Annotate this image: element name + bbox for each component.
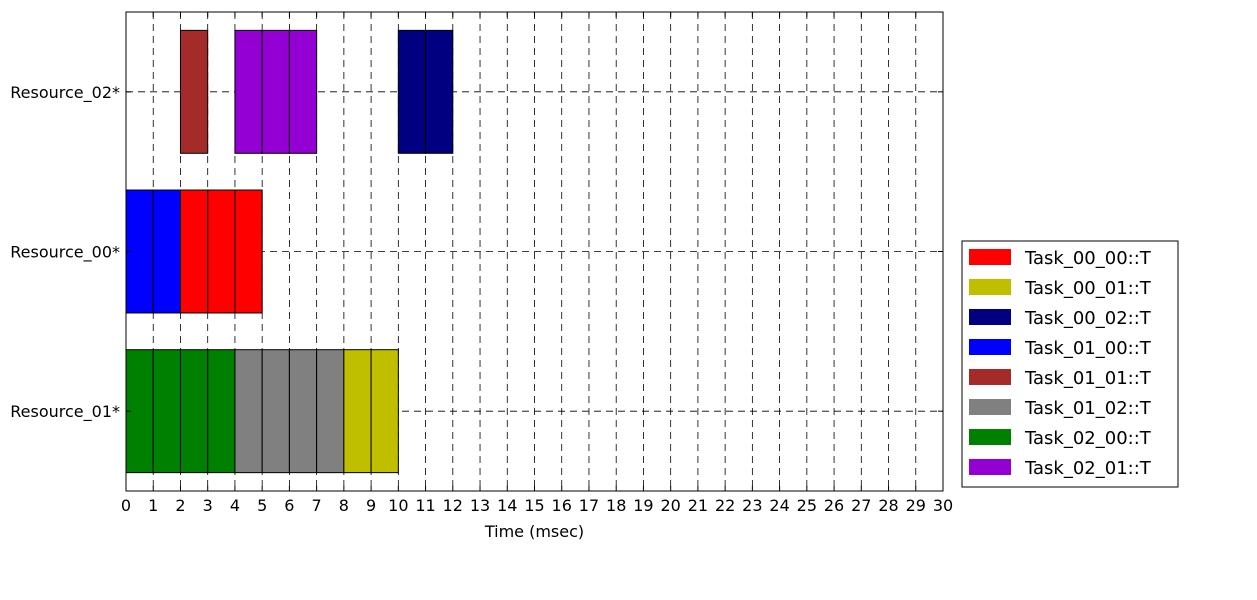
- x-tick-label: 20: [660, 496, 680, 515]
- gantt-bar: [179, 349, 209, 474]
- x-tick-label: 15: [524, 496, 544, 515]
- legend-swatch: [969, 459, 1011, 475]
- resource-label: Resource_00*: [10, 243, 120, 263]
- x-tick-label: 2: [175, 496, 185, 515]
- x-axis-ticks: 0 1 2 3 4 5 6 7 8 9 10 11 12 13 14 15 16 17 18 19 20 21 22 23 24…: [121, 12, 953, 515]
- gantt-bar: [179, 29, 209, 154]
- x-tick-label: 28: [878, 496, 898, 515]
- x-tick-label: 12: [443, 496, 463, 515]
- legend-swatch: [969, 309, 1011, 325]
- legend-swatch: [969, 399, 1011, 415]
- legend-label: Task_02_00::T: [1024, 428, 1152, 449]
- gantt-bar: [152, 349, 181, 474]
- x-tick-label: 5: [257, 496, 267, 515]
- gantt-bar: [316, 349, 345, 474]
- y-axis-labels: Resource_02* Resource_00* Resource_01*: [10, 83, 943, 422]
- x-tick-label: 4: [230, 496, 240, 515]
- legend-swatch: [969, 279, 1011, 295]
- x-tick-label: 7: [312, 496, 322, 515]
- x-tick-label: 0: [121, 496, 131, 515]
- legend: Task_00_00::TTask_00_01::TTask_00_02::TT…: [961, 240, 1179, 488]
- x-tick-label: 18: [606, 496, 626, 515]
- x-tick-label: 21: [688, 496, 708, 515]
- legend-label: Task_00_02::T: [1024, 308, 1152, 329]
- legend-label: Task_00_01::T: [1024, 278, 1152, 299]
- gantt-bar: [343, 349, 372, 474]
- x-tick-label: 1: [148, 496, 158, 515]
- x-tick-label: 27: [851, 496, 871, 515]
- legend-swatch: [969, 249, 1011, 265]
- x-tick-label: 26: [824, 496, 844, 515]
- gantt-bar: [152, 189, 181, 314]
- x-tick-label: 16: [552, 496, 572, 515]
- gantt-bar: [234, 29, 263, 154]
- gantt-bar: [425, 29, 454, 154]
- x-tick-label: 17: [579, 496, 599, 515]
- x-tick-label: 19: [633, 496, 653, 515]
- gantt-bar: [370, 349, 399, 474]
- gantt-bar: [261, 29, 290, 154]
- gantt-bar: [234, 349, 263, 474]
- x-tick-label: 9: [366, 496, 376, 515]
- gantt-bar: [207, 349, 236, 474]
- x-tick-label: 10: [388, 496, 408, 515]
- x-tick-label: 23: [742, 496, 762, 515]
- x-axis-label: Time (msec): [484, 522, 584, 541]
- x-tick-label: 24: [769, 496, 789, 515]
- legend-label: Task_01_02::T: [1024, 398, 1152, 419]
- resource-label: Resource_01*: [10, 402, 120, 422]
- resource-label: Resource_02*: [10, 83, 120, 103]
- gantt-bar: [207, 189, 236, 314]
- legend-swatch: [969, 369, 1011, 385]
- x-tick-label: 30: [933, 496, 953, 515]
- x-tick-label: 25: [797, 496, 817, 515]
- legend-label: Task_02_01::T: [1024, 458, 1152, 479]
- x-tick-label: 14: [497, 496, 517, 515]
- legend-label: Task_01_01::T: [1024, 368, 1152, 389]
- x-tick-label: 8: [339, 496, 349, 515]
- legend-label: Task_01_00::T: [1024, 338, 1152, 359]
- x-tick-label: 13: [470, 496, 490, 515]
- x-tick-label: 3: [203, 496, 213, 515]
- legend-swatch: [969, 429, 1011, 445]
- gantt-bar: [397, 29, 427, 154]
- gantt-bars: [125, 29, 454, 474]
- x-tick-label: 11: [415, 496, 435, 515]
- gantt-bar: [261, 349, 290, 474]
- x-tick-label: 22: [715, 496, 735, 515]
- x-tick-label: 29: [906, 496, 926, 515]
- gantt-bar: [234, 189, 263, 314]
- gantt-bar: [179, 189, 209, 314]
- x-tick-label: 6: [284, 496, 294, 515]
- legend-swatch: [969, 339, 1011, 355]
- gantt-bar: [288, 29, 318, 154]
- legend-label: Task_00_00::T: [1024, 248, 1152, 269]
- gantt-bar: [288, 349, 318, 474]
